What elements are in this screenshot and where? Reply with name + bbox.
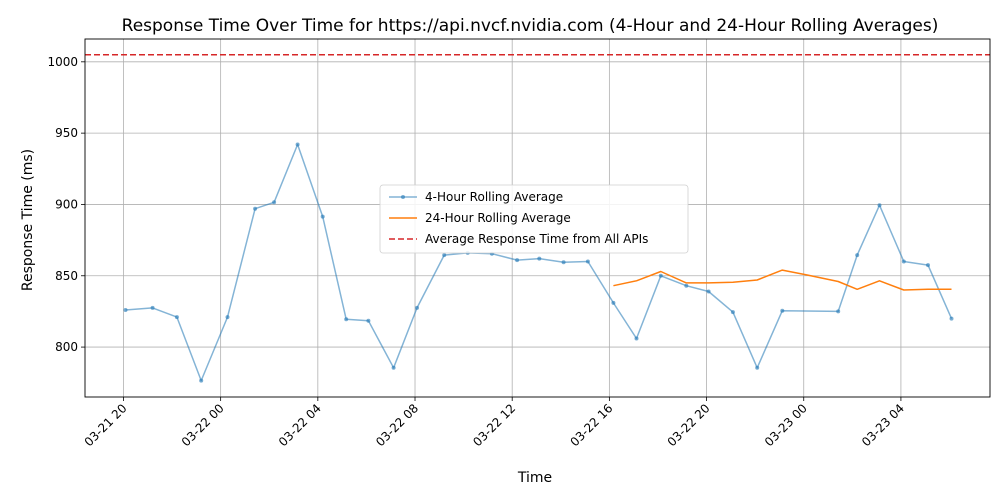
- data-point: [684, 283, 689, 288]
- data-point: [174, 315, 179, 320]
- data-point: [901, 259, 906, 264]
- series-line-1: [125, 143, 953, 382]
- x-axis-ticks: 03-21 20 03-22 00 03-22 04 03-22 08 03-22 12…: [82, 397, 907, 449]
- data-point: [755, 365, 760, 370]
- data-point: [272, 200, 277, 205]
- data-point: [391, 365, 396, 370]
- y-tick-label: 850: [55, 269, 78, 283]
- data-point: [706, 289, 711, 294]
- data-point: [836, 309, 841, 314]
- y-tick-label: 950: [55, 126, 78, 140]
- legend-entry: 4-Hour Rolling Average: [389, 190, 563, 204]
- data-point: [561, 260, 566, 265]
- chart-title: Response Time Over Time for https://api.…: [122, 16, 939, 36]
- x-tick-label: 03-22 00: [179, 401, 227, 449]
- data-point: [780, 308, 785, 313]
- x-tick-label: 03-23 04: [859, 401, 907, 449]
- data-point: [344, 317, 349, 322]
- data-point: [949, 316, 954, 321]
- x-tick-label: 03-22 08: [373, 401, 421, 449]
- x-tick-label: 03-23 00: [762, 401, 810, 449]
- data-point: [537, 256, 542, 261]
- data-point: [611, 300, 616, 305]
- legend-entry: Average Response Time from All APIs: [389, 232, 648, 246]
- data-point: [730, 310, 735, 315]
- data-point: [253, 206, 258, 211]
- series-line-2: [613, 269, 952, 291]
- x-tick-label: 03-21 20: [82, 401, 130, 449]
- series-group: [123, 142, 954, 383]
- data-point: [366, 318, 371, 323]
- legend-label: 4-Hour Rolling Average: [425, 190, 563, 204]
- data-point: [415, 305, 419, 310]
- x-tick-label: 03-22 12: [470, 401, 518, 449]
- legend-label: 24-Hour Rolling Average: [425, 211, 571, 225]
- x-tick-label: 03-22 20: [665, 401, 713, 449]
- data-point: [585, 259, 590, 264]
- data-point: [855, 253, 860, 258]
- data-point: [634, 336, 639, 341]
- data-point: [926, 263, 930, 268]
- data-point: [515, 258, 520, 263]
- legend-marker: [401, 195, 405, 199]
- legend-entry: 24-Hour Rolling Average: [389, 211, 571, 225]
- plot-frame: [84, 38, 991, 398]
- legend: 4-Hour Rolling Average 24-Hour Rolling Av…: [379, 184, 689, 254]
- x-tick-label: 03-22 16: [567, 401, 615, 449]
- x-tick-label: 03-22 04: [276, 401, 324, 449]
- data-point: [658, 273, 663, 278]
- legend-label: Average Response Time from All APIs: [425, 232, 648, 246]
- y-axis-ticks: 800 850 900 950 1000: [47, 55, 85, 354]
- data-point: [150, 305, 155, 310]
- grid: [85, 39, 990, 397]
- data-point: [199, 378, 204, 383]
- x-axis-label: Time: [517, 470, 552, 486]
- y-axis-label: Response Time (ms): [20, 149, 36, 291]
- legend-box: [379, 184, 689, 254]
- y-tick-label: 800: [55, 340, 78, 354]
- y-tick-label: 1000: [47, 55, 78, 69]
- y-tick-label: 900: [55, 197, 78, 211]
- data-point: [877, 203, 882, 208]
- data-point: [225, 315, 230, 320]
- data-point: [442, 253, 447, 258]
- data-point: [123, 308, 128, 312]
- data-point: [295, 142, 300, 147]
- data-point: [320, 214, 325, 219]
